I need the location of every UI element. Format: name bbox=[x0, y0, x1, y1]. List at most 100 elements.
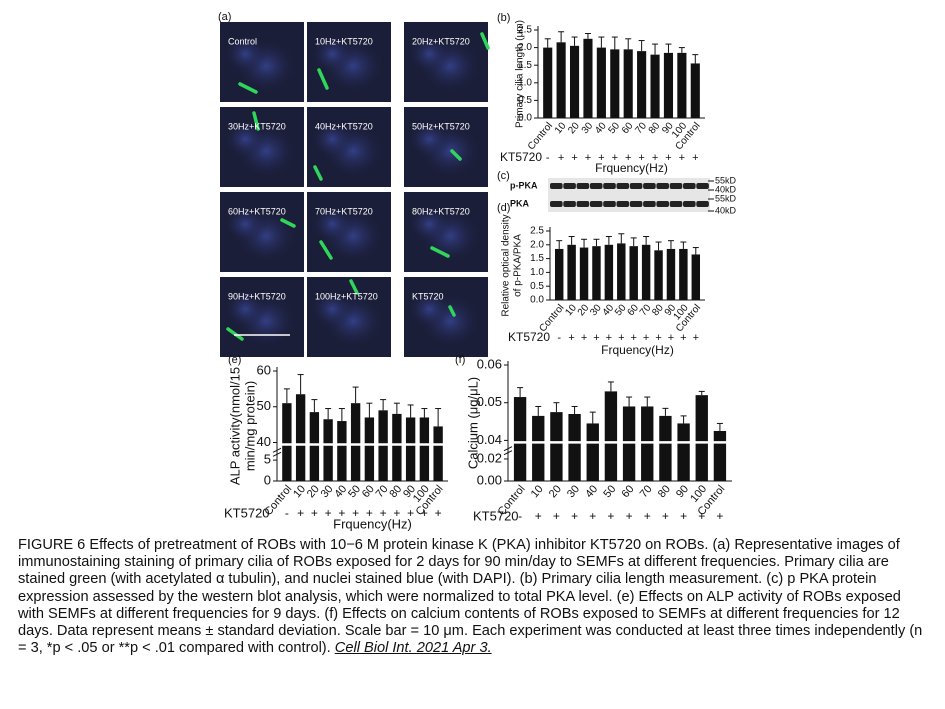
treatment-sign: + bbox=[297, 506, 304, 520]
blot-band bbox=[683, 201, 696, 207]
treatment-sign: + bbox=[668, 332, 674, 344]
x-tick-label: 70 bbox=[638, 483, 655, 500]
bar bbox=[623, 49, 633, 118]
micrograph: 80Hz+KT5720 bbox=[404, 192, 488, 272]
cilium bbox=[450, 149, 462, 161]
treatment-sign: + bbox=[679, 152, 685, 164]
nucleus bbox=[310, 289, 355, 329]
bar bbox=[666, 248, 676, 300]
cilium bbox=[313, 165, 323, 181]
bar bbox=[567, 244, 576, 300]
bar bbox=[604, 244, 614, 300]
blot-row-label: PKA bbox=[510, 198, 530, 208]
treatment-sign: + bbox=[366, 506, 373, 520]
bar bbox=[629, 246, 638, 300]
bar bbox=[663, 52, 674, 118]
micrograph-label: 70Hz+KT5720 bbox=[315, 206, 373, 216]
bar bbox=[713, 430, 727, 481]
treatment-sign: + bbox=[571, 509, 578, 523]
micrograph-label: 30Hz+KT5720 bbox=[228, 121, 286, 131]
panel-label: (c) bbox=[497, 170, 510, 182]
blot-band bbox=[616, 183, 630, 189]
y-tick-label: 50 bbox=[257, 398, 271, 413]
cilium bbox=[319, 240, 333, 260]
bar bbox=[604, 391, 618, 481]
x-axis-title: Frquency(Hz) bbox=[601, 343, 674, 357]
cilium bbox=[238, 82, 258, 94]
bar bbox=[282, 403, 292, 481]
treatment-sign: + bbox=[407, 506, 414, 520]
bar bbox=[659, 415, 672, 481]
blot-band bbox=[603, 201, 616, 207]
micrograph: 10Hz+KT5720 bbox=[307, 22, 391, 102]
bar bbox=[295, 394, 306, 481]
bar bbox=[405, 417, 416, 481]
y-tick-label: 0.0 bbox=[530, 295, 544, 306]
y-tick-label: 2.5 bbox=[530, 226, 544, 237]
treatment-label: KT5720 bbox=[224, 505, 270, 520]
blot-band bbox=[643, 183, 656, 189]
y-tick-label: 0.04 bbox=[477, 432, 502, 447]
y-axis-title: Calcium (μg/μL) bbox=[465, 377, 480, 469]
bar bbox=[532, 415, 545, 481]
bar bbox=[677, 423, 690, 481]
blot-marker: 40kD bbox=[715, 205, 737, 215]
y-tick-label: 0.05 bbox=[477, 394, 502, 409]
treatment-sign: + bbox=[421, 506, 428, 520]
citation[interactable]: Cell Biol Int. 2021 Apr 3. bbox=[334, 640, 492, 657]
bar bbox=[364, 417, 375, 481]
nucleus bbox=[407, 204, 452, 244]
bar bbox=[677, 52, 687, 118]
blot-band bbox=[643, 201, 656, 207]
y-axis-title: Primary cilia length (μm) bbox=[515, 20, 526, 128]
treatment-sign: + bbox=[680, 509, 687, 523]
bar bbox=[610, 49, 620, 118]
x-axis-title: Frquency(Hz) bbox=[595, 161, 668, 175]
nucleus bbox=[407, 289, 452, 329]
bar bbox=[596, 47, 606, 118]
cilium bbox=[280, 218, 296, 228]
panel-label: (b) bbox=[497, 12, 510, 24]
nucleus bbox=[223, 289, 268, 329]
blot-band bbox=[656, 201, 669, 207]
bar bbox=[554, 248, 564, 300]
micrograph-label: Control bbox=[228, 36, 257, 46]
y-tick-label: 1.0 bbox=[530, 267, 544, 278]
y-tick-label: 40 bbox=[257, 434, 271, 449]
blot-band bbox=[669, 183, 683, 189]
bar bbox=[513, 397, 527, 481]
treatment-sign: + bbox=[607, 509, 614, 523]
treatment-sign: + bbox=[585, 152, 591, 164]
treatment-sign: + bbox=[630, 332, 636, 344]
micrograph: Control bbox=[220, 22, 304, 102]
micrograph-label: 90Hz+KT5720 bbox=[228, 291, 286, 301]
bar bbox=[690, 63, 700, 118]
bar bbox=[641, 244, 651, 300]
micrograph-label: 60Hz+KT5720 bbox=[228, 206, 286, 216]
blot-band bbox=[589, 183, 603, 189]
treatment-sign: + bbox=[652, 152, 658, 164]
blot-marker: 55kD bbox=[715, 193, 737, 203]
treatment-sign: + bbox=[581, 332, 587, 344]
treatment-sign: - bbox=[557, 332, 561, 344]
bar bbox=[622, 406, 636, 481]
y-tick-label: 1.0 bbox=[518, 77, 532, 88]
y-tick-label: 1.5 bbox=[518, 60, 532, 71]
panel-label: (f) bbox=[455, 354, 465, 366]
nucleus bbox=[310, 119, 355, 159]
treatment-sign: + bbox=[662, 509, 669, 523]
micrograph-label: 20Hz+KT5720 bbox=[412, 36, 470, 46]
bar bbox=[641, 406, 654, 481]
treatment-sign: + bbox=[535, 509, 542, 523]
y-tick-label: 0.0 bbox=[518, 113, 532, 124]
nucleus bbox=[223, 204, 268, 244]
x-tick-label: 40 bbox=[583, 483, 600, 500]
bar bbox=[392, 413, 402, 481]
micrograph: 70Hz+KT5720 bbox=[307, 192, 391, 272]
treatment-sign: + bbox=[680, 332, 686, 344]
treatment-label: KT5720 bbox=[500, 150, 542, 164]
y-axis-title: ALP activity(nmol/15 bbox=[227, 367, 242, 485]
micrograph: 60Hz+KT5720 bbox=[220, 192, 304, 272]
y-tick-label: 0.00 bbox=[477, 472, 502, 487]
bar bbox=[637, 51, 647, 119]
